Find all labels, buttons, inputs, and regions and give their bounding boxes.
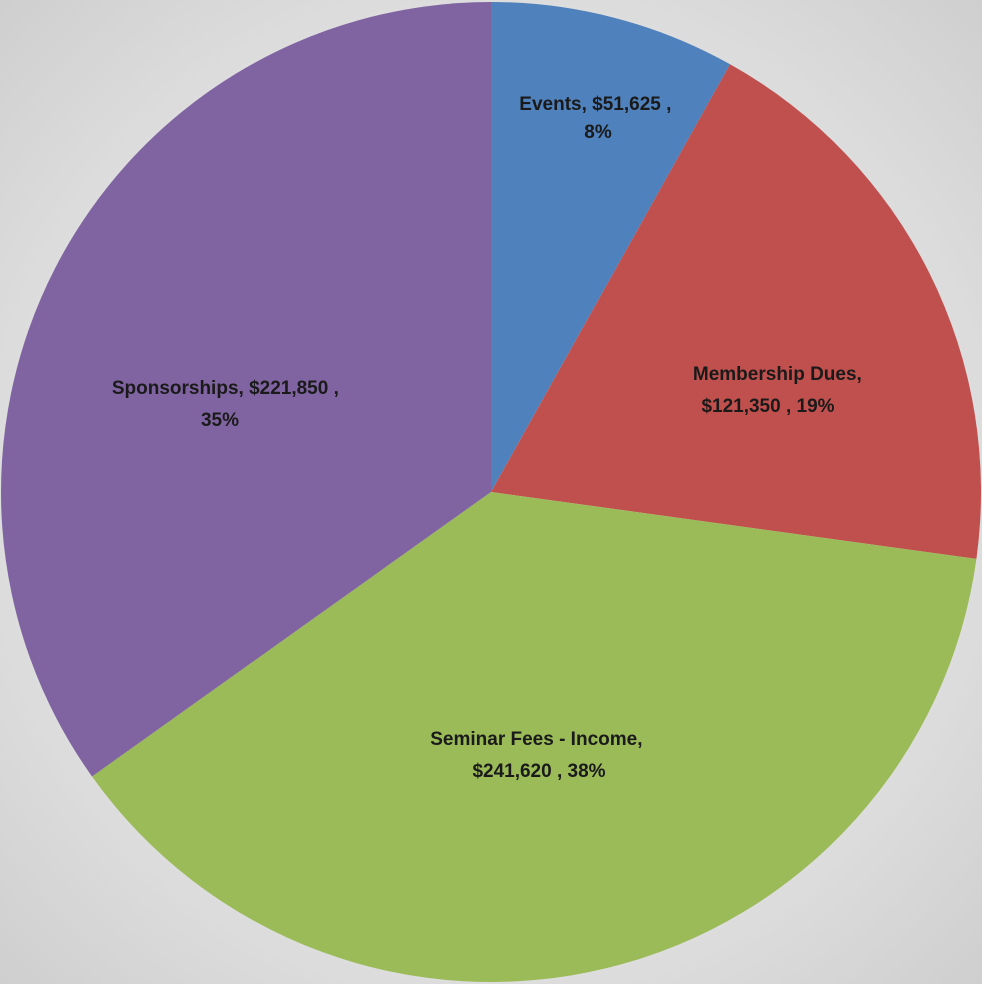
pie-slice-seminar-fees-income xyxy=(92,492,977,982)
slice-label-sponsorships-line2: 35% xyxy=(201,410,239,431)
slice-label-seminar-fees: Seminar Fees - Income, $241,620 , 38% xyxy=(430,729,648,782)
pie-slice-membership-dues xyxy=(491,64,981,559)
slice-label-events: Events, $51,625 , 8% xyxy=(519,94,676,143)
slice-label-seminar-fees-line2: $241,620 , 38% xyxy=(472,761,605,782)
slice-label-membership-dues-line1: Membership Dues, xyxy=(693,364,862,385)
slice-label-events-line2: 8% xyxy=(584,122,612,143)
slice-label-sponsorships-line1: Sponsorships, $221,850 , xyxy=(112,378,339,399)
pie-slice-events xyxy=(491,2,731,492)
slice-label-membership-dues-line2: $121,350 , 19% xyxy=(701,396,834,417)
slice-label-events-line1: Events, $51,625 , xyxy=(519,94,671,115)
slice-label-seminar-fees-line1: Seminar Fees - Income, xyxy=(430,729,642,750)
pie-slice-sponsorships xyxy=(0,2,492,777)
slice-label-sponsorships: Sponsorships, $221,850 , 35% xyxy=(112,378,344,431)
pie-labels: Events, $51,625 , 8% Membership Dues, $1… xyxy=(112,94,867,782)
slice-label-membership-dues: Membership Dues, $121,350 , 19% xyxy=(693,364,867,417)
